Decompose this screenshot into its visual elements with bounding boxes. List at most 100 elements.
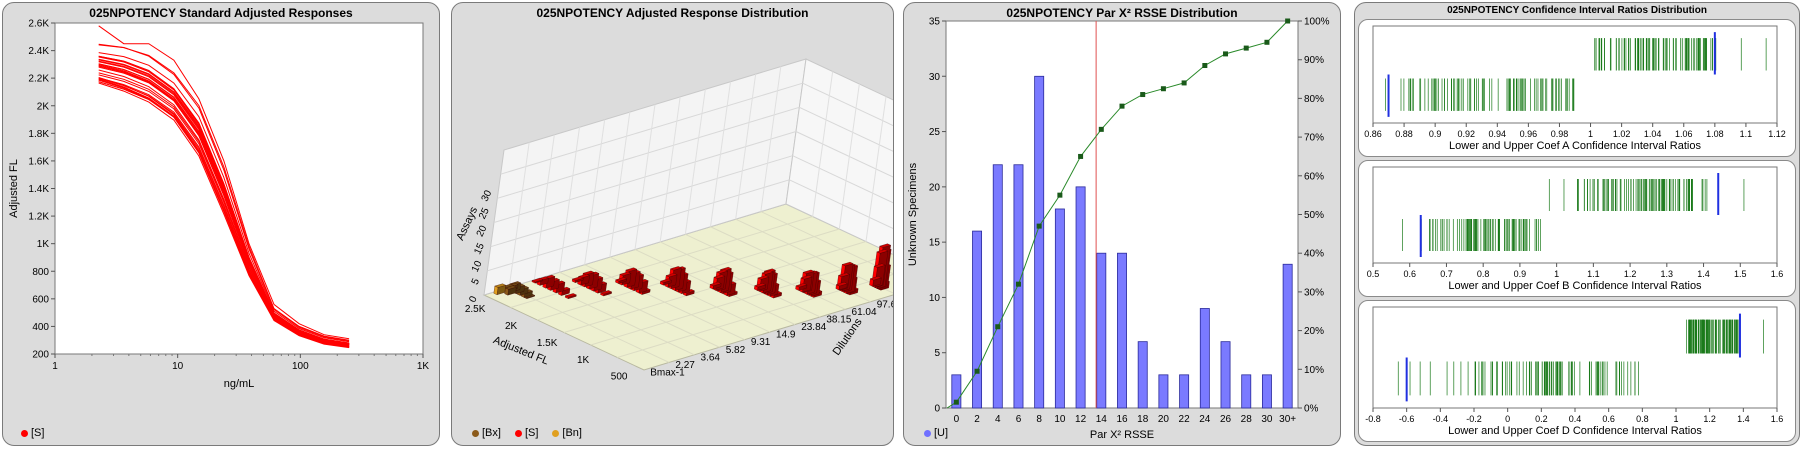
x-axis-label: Par X² RSSE: [1090, 429, 1154, 441]
grid-line: [838, 83, 860, 230]
y-tick-label: 2.2K: [28, 74, 49, 85]
y-tick-label: 5: [470, 276, 483, 286]
cumulative-point: [1057, 192, 1063, 198]
x-tick-label: 1.12: [1768, 129, 1786, 139]
x-tick-label: 26: [1220, 414, 1232, 425]
standard-responses-chart: 200 400 600 800 1K 1.2K 1.4K 1.6K 1.8K 2K 2.2K 2.4K…: [8, 19, 430, 391]
bar: [1282, 263, 1293, 409]
x-tick-label: 4: [995, 414, 1001, 425]
x-tick-label: 10: [172, 361, 184, 372]
bar-top: [660, 278, 672, 283]
x-tick-label: 24: [1199, 414, 1211, 425]
grid-line: [634, 104, 656, 250]
x-tick-label: 0.86: [1364, 129, 1382, 139]
grid-line: [684, 89, 706, 235]
x-tick-label: 0.6: [1602, 414, 1615, 424]
y-tick-label: 20: [929, 182, 941, 193]
y-tick-label: 2K: [37, 101, 50, 112]
x-tick-label: 0.8: [1477, 269, 1490, 279]
x-tick-label: -0.6: [1399, 414, 1415, 424]
x-tick-label: 28: [1241, 414, 1253, 425]
bar-top: [709, 281, 722, 287]
cumulative-point: [995, 324, 1001, 330]
bar-top: [795, 283, 808, 288]
legend-swatch: [21, 429, 28, 437]
x-tick-label: 0.5: [1367, 269, 1380, 279]
grid-line: [865, 96, 887, 242]
bar-top: [754, 283, 767, 288]
y2-tick-label: 0%: [1304, 404, 1319, 415]
bar-top: [841, 261, 854, 267]
legend-swatch: [472, 429, 479, 437]
y-tick-label: 5: [934, 348, 940, 359]
coef-a-strip-chart: 0.86 0.88 0.9 0.92 0.94 0.96 0.98 1 1.02 1.04 1.06…: [1364, 25, 1786, 152]
cumulative-point: [974, 368, 980, 374]
cumulative-point: [1119, 103, 1125, 109]
plot-area: [1372, 25, 1778, 124]
x-tick-label: 10: [1054, 414, 1066, 425]
bar-top: [625, 267, 638, 272]
x-axis-label: Lower and Upper Coef D Confidence Interv…: [1448, 425, 1702, 437]
grid-line: [559, 127, 580, 273]
y2-tick-label: 70%: [1304, 133, 1324, 144]
x-tick-label: 1: [1588, 129, 1593, 139]
plot-area: [1372, 166, 1778, 264]
coef-b-strip-chart: 0.5 0.6 0.7 0.8 0.9 1 1.1 1.2 1.3 1.4 1.5 1.6 Lower …: [1367, 166, 1783, 292]
dilution-tick-label: 2.27: [675, 360, 695, 371]
bar: [1158, 374, 1169, 409]
bar-top: [582, 270, 595, 275]
panel-title: 025NPOTENCY Standard Adjusted Responses: [89, 6, 353, 20]
y-tick-label: 400: [32, 322, 49, 333]
bar-top: [665, 273, 678, 278]
bar-top: [873, 263, 886, 268]
y-tick-label: 1.4K: [28, 184, 49, 195]
y-tick-label: 1.6K: [28, 156, 49, 167]
plot-area: [54, 22, 424, 355]
x-tick-label: 0.88: [1395, 129, 1413, 139]
legend-label: [S]: [31, 427, 45, 439]
x-tick-label: 1.4: [1737, 414, 1750, 424]
response-distribution-3d-chart: Bmax-12.27 3.64 5.82 9.31 14.9 23.8438.1561.0…: [454, 58, 893, 383]
cumulative-point: [1202, 63, 1208, 69]
bar-top: [761, 270, 774, 275]
panel-title: 025NPOTENCY Confidence Interval Ratios D…: [1447, 5, 1707, 16]
y2-tick-label: 30%: [1304, 287, 1324, 298]
y-tick-label: 30: [929, 72, 941, 83]
dilution-tick-label: 61.04: [852, 307, 877, 318]
x-tick-label: 2: [974, 414, 980, 425]
series-line: [98, 65, 350, 346]
legend-swatch: [514, 429, 522, 437]
bar: [1261, 374, 1272, 409]
x-tick-label: 20: [1158, 414, 1170, 425]
y-tick-label: 600: [32, 294, 49, 305]
dilution-tick-label: 23.84: [801, 322, 826, 333]
y-tick-label: 25: [477, 206, 492, 221]
x-tick-label: -0.4: [1433, 414, 1449, 424]
y-tick-label: 1.8K: [28, 129, 49, 140]
legend: [Bx] [S] [Bn]: [472, 427, 582, 439]
x-tick-label: 1.08: [1706, 129, 1724, 139]
x-tick-label: 100: [292, 361, 309, 372]
dilution-tick-label: 14.9: [776, 330, 796, 341]
y2-tick-label: 40%: [1304, 249, 1324, 260]
rsse-distribution-panel: 025NPOTENCY Par X² RSSE Distribution 0 5 1…: [903, 2, 1341, 446]
bar: [1199, 308, 1210, 409]
y-tick-label: 2.6K: [28, 19, 49, 30]
legend: [S]: [21, 427, 44, 439]
x-tick-label: 1.5K: [537, 338, 558, 349]
legend-label: [Bn]: [562, 427, 582, 439]
x-tick-label: 1.06: [1675, 129, 1693, 139]
bar: [1117, 252, 1127, 409]
cumulative-point: [1098, 126, 1104, 132]
legend-item-s: [S]: [514, 427, 538, 439]
y-tick-label: 15: [929, 238, 941, 249]
x-tick-label: 1K: [417, 361, 430, 372]
bar-top: [571, 276, 584, 281]
series-line: [98, 61, 350, 345]
legend: [U]: [924, 427, 948, 439]
bar: [1220, 341, 1231, 409]
bar-top: [504, 285, 517, 290]
coef-d-strip-chart: -0.8 -0.6 -0.4 -0.2 0 0.2 0.4 0.6 0.8 1 1.2 1.4 1.6 L…: [1365, 306, 1783, 437]
y-tick-label: 2.4K: [28, 46, 49, 57]
grid-line: [812, 71, 834, 217]
